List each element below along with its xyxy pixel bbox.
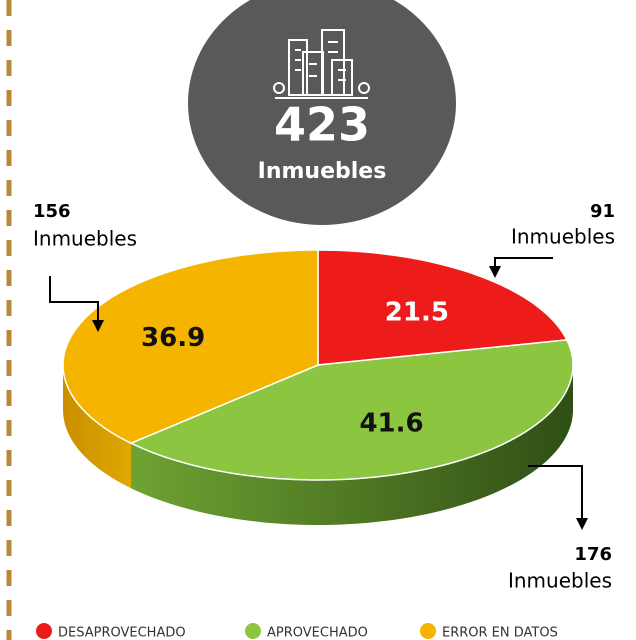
count-value: 156 xyxy=(33,201,71,222)
arrows xyxy=(49,257,583,520)
pie-side xyxy=(63,365,132,489)
count-label: Inmuebles xyxy=(508,569,612,593)
value-label: 21.5 xyxy=(385,297,449,327)
pie-slice xyxy=(317,249,569,366)
legend-swatch xyxy=(36,623,52,639)
legend-swatch xyxy=(420,623,436,639)
pie-side xyxy=(131,365,573,525)
building-icon xyxy=(273,29,370,99)
value-label: 41.6 xyxy=(359,409,423,439)
legend: DESAPROVECHADO APROVECHADO ERROR EN DATOS xyxy=(36,623,558,640)
pie: 21.5 41.6 36.9 xyxy=(62,249,574,525)
legend-swatch xyxy=(245,623,261,639)
arrow-heads xyxy=(92,266,588,530)
legend-label: APROVECHADO xyxy=(267,626,368,640)
count-label: Inmuebles xyxy=(511,225,615,249)
pie-slice xyxy=(129,339,574,481)
count-label: Inmuebles xyxy=(33,227,137,251)
total-badge xyxy=(188,0,456,225)
total-label: Inmuebles xyxy=(258,159,387,184)
total-value: 423 xyxy=(274,98,370,152)
count-value: 176 xyxy=(574,544,612,565)
legend-label: DESAPROVECHADO xyxy=(58,626,186,640)
count-value: 91 xyxy=(590,201,615,222)
legend-label: ERROR EN DATOS xyxy=(442,626,558,640)
pie-slice xyxy=(62,249,319,445)
value-label: 36.9 xyxy=(141,323,205,353)
